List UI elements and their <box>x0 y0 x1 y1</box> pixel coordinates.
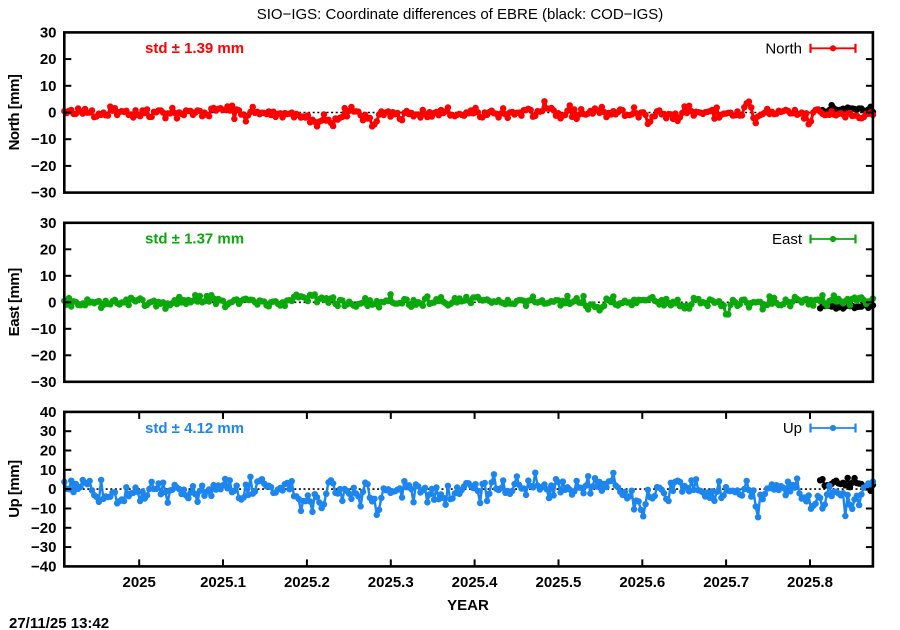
svg-text:East: East <box>772 231 803 248</box>
svg-text:East [mm]: East [mm] <box>6 268 23 337</box>
svg-text:20: 20 <box>40 443 57 460</box>
svg-text:−30: −30 <box>31 185 56 202</box>
svg-text:−10: −10 <box>31 321 56 338</box>
svg-text:0: 0 <box>48 481 56 498</box>
svg-text:−30: −30 <box>31 539 56 556</box>
svg-text:−40: −40 <box>31 558 56 575</box>
svg-text:std ± 1.37 mm: std ± 1.37 mm <box>145 231 244 248</box>
svg-text:Up [mm]: Up [mm] <box>6 460 23 518</box>
svg-text:2025.8: 2025.8 <box>787 574 833 591</box>
svg-text:−30: −30 <box>31 374 56 391</box>
svg-text:2025.3: 2025.3 <box>368 574 414 591</box>
svg-text:0: 0 <box>48 294 56 311</box>
svg-text:10: 10 <box>40 78 57 95</box>
svg-text:2025.5: 2025.5 <box>536 574 582 591</box>
svg-text:30: 30 <box>40 24 57 41</box>
svg-text:27/11/25 13:42: 27/11/25 13:42 <box>9 615 109 630</box>
svg-text:North: North <box>765 40 802 57</box>
svg-text:40: 40 <box>40 404 57 421</box>
svg-text:2025.1: 2025.1 <box>200 574 246 591</box>
svg-text:20: 20 <box>40 51 57 68</box>
svg-text:−20: −20 <box>31 347 56 364</box>
svg-text:2025: 2025 <box>123 574 156 591</box>
svg-text:SIO−IGS: Coordinate difference: SIO−IGS: Coordinate differences of EBRE … <box>257 6 664 23</box>
svg-text:−20: −20 <box>31 158 56 175</box>
svg-text:2025.7: 2025.7 <box>703 574 749 591</box>
svg-text:YEAR: YEAR <box>447 597 489 614</box>
svg-text:−10: −10 <box>31 131 56 148</box>
svg-text:std ± 4.12 mm: std ± 4.12 mm <box>145 420 244 437</box>
svg-text:10: 10 <box>40 462 57 479</box>
svg-text:30: 30 <box>40 423 57 440</box>
svg-text:Up: Up <box>783 420 802 437</box>
svg-text:−10: −10 <box>31 500 56 517</box>
svg-text:30: 30 <box>40 215 57 232</box>
svg-text:North [mm]: North [mm] <box>6 74 23 150</box>
svg-text:2025.2: 2025.2 <box>284 574 330 591</box>
svg-text:−20: −20 <box>31 520 56 537</box>
svg-text:20: 20 <box>40 241 57 258</box>
svg-text:0: 0 <box>48 105 56 122</box>
svg-text:2025.4: 2025.4 <box>452 574 499 591</box>
svg-text:std ± 1.39 mm: std ± 1.39 mm <box>145 40 244 57</box>
svg-text:10: 10 <box>40 268 57 285</box>
svg-text:2025.6: 2025.6 <box>619 574 665 591</box>
